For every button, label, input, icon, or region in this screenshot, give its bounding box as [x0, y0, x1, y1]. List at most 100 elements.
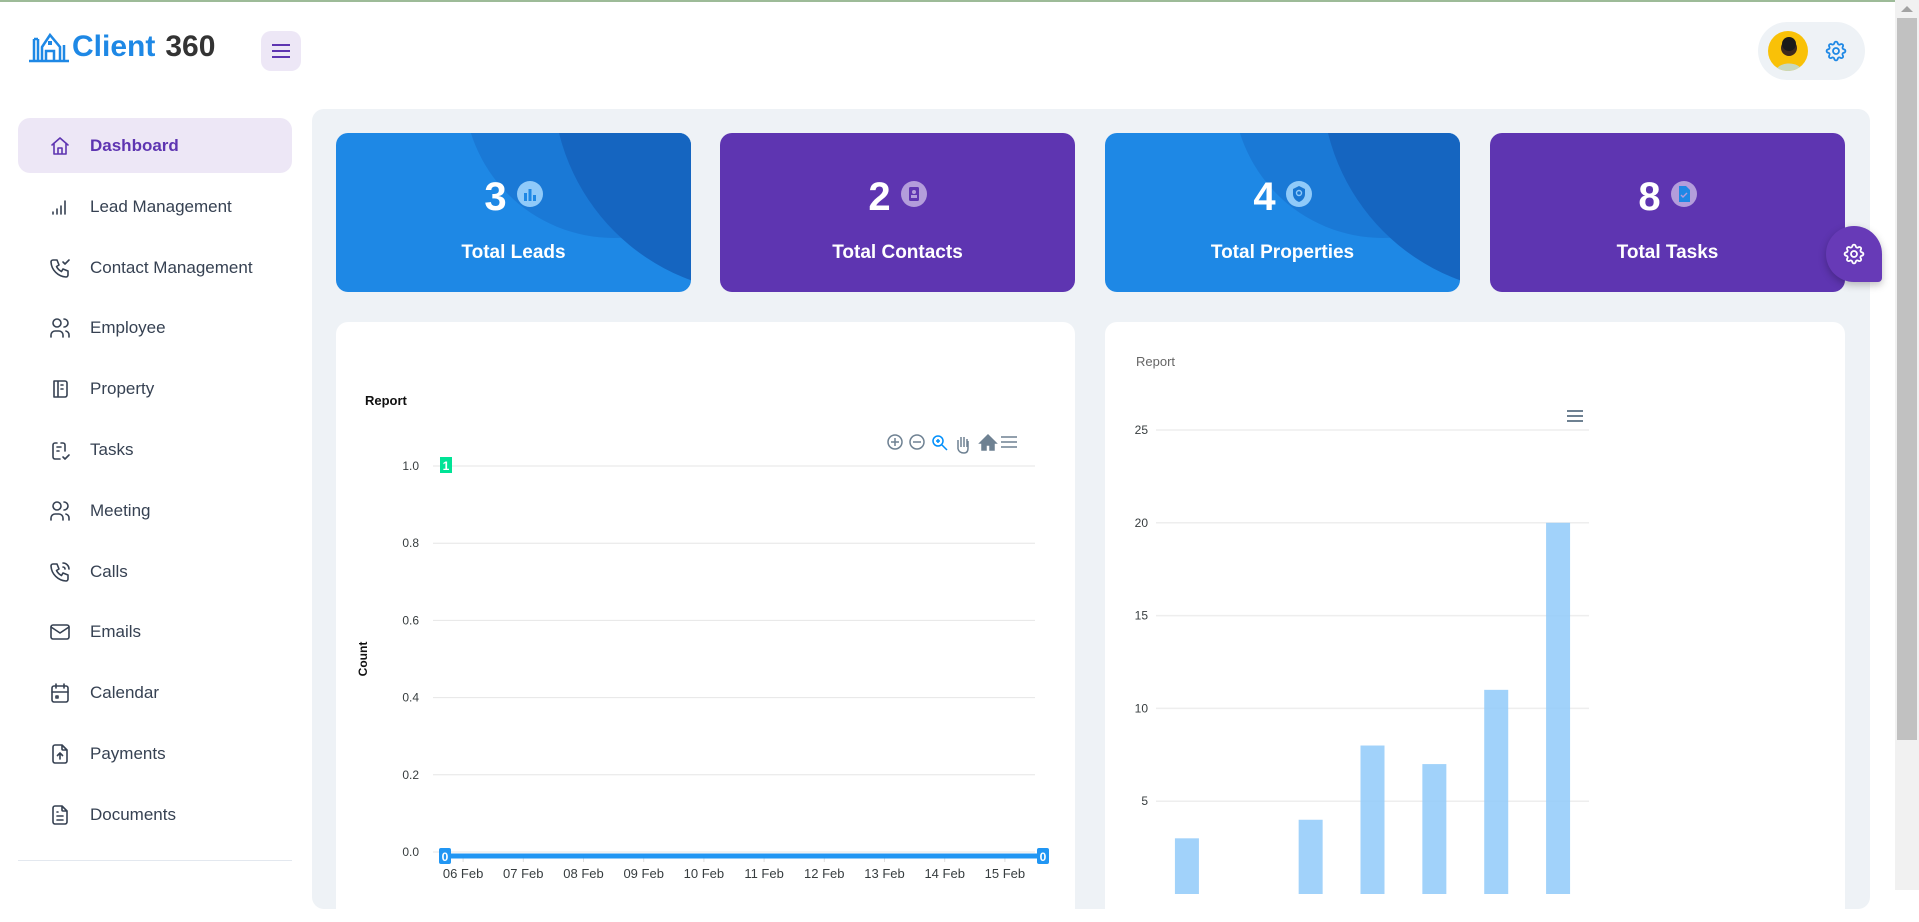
task-list-icon	[48, 438, 72, 462]
sidebar-item-documents[interactable]: Documents	[18, 787, 292, 842]
sidebar-item-lead-management[interactable]: Lead Management	[18, 179, 292, 234]
customize-settings-button[interactable]	[1826, 226, 1882, 282]
zoom-out-icon[interactable]	[910, 435, 924, 449]
y-tick-label: 0.0	[402, 845, 419, 859]
chart-toolbar	[888, 435, 1017, 453]
y-tick-label: 5	[1141, 794, 1148, 808]
sidebar-item-contact-management[interactable]: Contact Management	[18, 240, 292, 295]
file-check-icon	[1671, 181, 1697, 207]
stat-card-total-tasks[interactable]: 8 Total Tasks	[1490, 133, 1845, 292]
sidebar-divider	[18, 860, 292, 861]
app-logo[interactable]: Client 360	[28, 30, 215, 64]
sidebar-item-label: Property	[90, 379, 154, 399]
y-tick-label: 25	[1135, 423, 1149, 437]
brand-name: Client	[72, 30, 155, 64]
x-tick-label: 10 Feb	[684, 866, 724, 881]
y-tick-label: 0.2	[402, 768, 419, 782]
contact-badge-icon	[901, 181, 927, 207]
shield-search-icon	[1286, 181, 1312, 207]
x-tick-label: 08 Feb	[563, 866, 603, 881]
window-top-border	[0, 0, 1919, 2]
scroll-up-arrow-icon[interactable]	[1901, 6, 1913, 12]
stat-value: 4	[1253, 175, 1275, 220]
x-tick-label: 14 Feb	[924, 866, 964, 881]
sidebar-item-dashboard[interactable]: Dashboard	[18, 118, 292, 173]
scrollbar-thumb[interactable]	[1897, 18, 1917, 740]
bar	[1361, 746, 1385, 894]
bar	[1299, 820, 1323, 894]
bar	[1546, 523, 1570, 894]
profile-menu[interactable]	[1758, 22, 1865, 80]
y-tick-label: 1.0	[402, 459, 419, 473]
sidebar-item-label: Contact Management	[90, 258, 253, 278]
sidebar-item-property[interactable]: Property	[18, 361, 292, 416]
stat-label: Total Leads	[336, 242, 691, 264]
stat-value: 3	[484, 175, 506, 220]
bar	[1484, 690, 1508, 894]
x-tick-label: 06 Feb	[443, 866, 483, 881]
y-tick-label: 0.4	[402, 691, 419, 705]
bar	[1175, 838, 1199, 894]
y-axis-title: Count	[356, 642, 370, 677]
sidebar-item-meeting[interactable]: Meeting	[18, 483, 292, 538]
users-icon	[48, 316, 72, 340]
stat-card-total-properties[interactable]: 4 Total Properties	[1105, 133, 1460, 292]
pan-hand-icon[interactable]	[958, 437, 968, 453]
chart-menu-icon[interactable]	[1567, 411, 1583, 421]
user-photo-icon	[1768, 31, 1808, 71]
hamburger-icon	[272, 44, 290, 58]
menu-toggle-button[interactable]	[261, 31, 301, 71]
sidebar-item-calendar[interactable]: Calendar	[18, 665, 292, 720]
document-icon	[48, 803, 72, 827]
bar-chart: 5 10 15 20 25	[1105, 322, 1845, 922]
y-tick-label: 15	[1135, 609, 1149, 623]
sidebar-item-tasks[interactable]: Tasks	[18, 422, 292, 477]
calendar-icon	[48, 681, 72, 705]
reset-home-icon[interactable]	[980, 435, 996, 450]
settings-gear-icon[interactable]	[1824, 39, 1848, 63]
sidebar-item-emails[interactable]: Emails	[18, 604, 292, 659]
sidebar-item-label: Tasks	[90, 440, 133, 460]
stat-label: Total Properties	[1105, 242, 1460, 264]
x-tick-label: 07 Feb	[503, 866, 543, 881]
sidebar-item-label: Employee	[90, 318, 166, 338]
mail-icon	[48, 620, 72, 644]
sidebar-item-label: Calls	[90, 562, 128, 582]
sidebar-item-payments[interactable]: Payments	[18, 726, 292, 781]
x-tick-label: 13 Feb	[864, 866, 904, 881]
avatar[interactable]	[1768, 31, 1808, 71]
sidebar-item-label: Payments	[90, 744, 166, 764]
sidebar-item-label: Emails	[90, 622, 141, 642]
sidebar-item-label: Meeting	[90, 501, 150, 521]
notebook-icon	[48, 377, 72, 401]
page-scrollbar[interactable]	[1895, 0, 1919, 890]
x-tick-label: 11 Feb	[744, 866, 784, 881]
house-logo-icon	[28, 31, 70, 63]
stat-card-total-leads[interactable]: 3 Total Leads	[336, 133, 691, 292]
zoom-in-icon[interactable]	[888, 435, 902, 449]
stat-value: 2	[868, 175, 890, 220]
stat-value: 8	[1638, 175, 1660, 220]
bar-chart-icon	[517, 181, 543, 207]
bar	[1422, 764, 1446, 894]
x-tick-label: 12 Feb	[804, 866, 844, 881]
y-tick-label: 0.6	[402, 613, 419, 627]
y-tick-label: 20	[1135, 516, 1149, 530]
selection-zoom-icon[interactable]	[933, 436, 947, 450]
sidebar-item-employee[interactable]: Employee	[18, 300, 292, 355]
sidebar-item-calls[interactable]: Calls	[18, 544, 292, 599]
signal-icon	[48, 195, 72, 219]
sidebar-item-label: Calendar	[90, 683, 159, 703]
data-label: 0	[1040, 850, 1047, 864]
sidebar-item-label: Documents	[90, 805, 176, 825]
y-tick-label: 10	[1135, 701, 1149, 715]
sidebar-item-label: Dashboard	[90, 136, 179, 156]
brand-number: 360	[165, 30, 215, 64]
chart-menu-icon[interactable]	[1001, 437, 1017, 447]
stat-label: Total Tasks	[1490, 242, 1845, 264]
sidebar-item-label: Lead Management	[90, 197, 232, 217]
